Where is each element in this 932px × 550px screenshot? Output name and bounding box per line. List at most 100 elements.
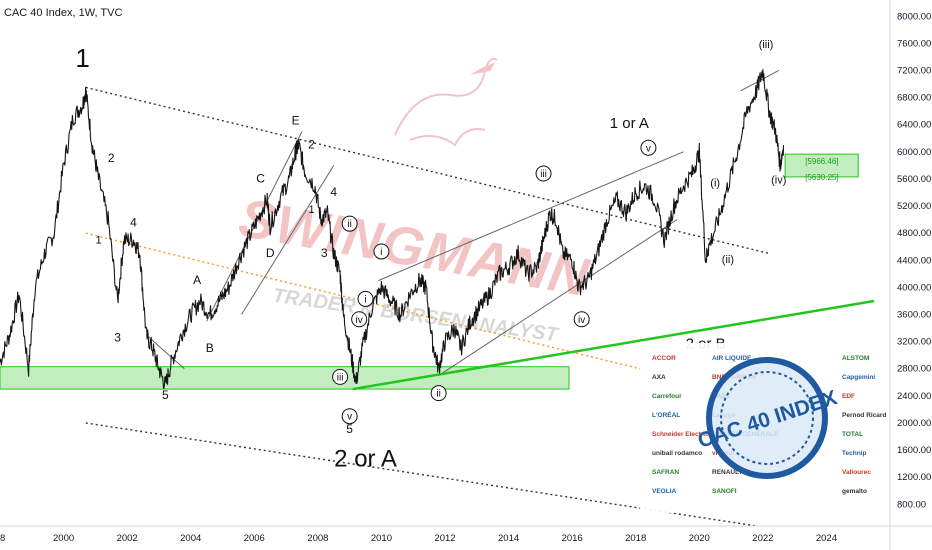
support-zone-1 [784,153,859,178]
channel-line-5 [438,219,678,376]
circled-wave-label-4: v [341,408,358,425]
y-tick-label-4400: 4400.00 [897,255,931,266]
wave-label-6: A [193,273,201,287]
circled-wave-text: ii [347,219,351,230]
company-logo-text-21: VEOLIA [652,488,677,495]
y-tick-label-1600: 1600.00 [897,445,931,456]
zone-top-label: [5966.46] [805,157,838,166]
wave-circle [332,368,349,385]
circled-wave-label-9: v [640,139,657,156]
wave-label-0: 1 [75,43,89,73]
circled-wave-label-8: iv [573,311,590,328]
support-zone-0 [0,366,570,390]
wave-label-10: E [292,114,300,128]
x-tick-label-2016: 2016 [562,533,583,544]
circled-wave-label-2: iii [332,368,349,385]
circled-wave-text: ii [436,389,440,400]
company-logo-text-8: EDF [842,393,855,400]
wave-label-11: 2 [308,137,315,151]
wave-circle [357,290,374,307]
y-tick-label-6800: 6800.00 [897,93,931,104]
circled-wave-text: iv [356,315,363,326]
company-logo-text-14: TOTAL [842,431,863,438]
wave-label-19: (i) [710,177,720,189]
x-tick-label-98: 98 [0,533,5,544]
circled-wave-label-0: i [357,290,374,307]
circled-wave-text: iii [337,372,344,383]
company-logo-text-23: gemalto [842,488,867,495]
wave-label-5: 5 [162,388,169,402]
wave-label-21: (iii) [759,39,774,51]
circled-wave-text: iv [578,315,585,326]
company-logo-text-18: SAFRAN [652,469,679,476]
x-tick-label-2004: 2004 [180,533,201,544]
y-axis: 800.00 1200.00 1600.00 2000.00 2400.00 2800.0… [889,0,931,550]
channel-line-0 [85,86,770,255]
company-logo-text-15: unibail rodamco [652,450,702,457]
wave-circle [573,311,590,328]
wave-label-20: (ii) [722,254,734,266]
wave-label-15: 5 [346,422,353,436]
y-tick-label-4800: 4800.00 [897,228,931,239]
wave-circle [341,215,358,232]
green-trendline [352,299,875,391]
wave-label-1: 2 [108,151,115,165]
circled-wave-label-6: ii [430,385,447,402]
circled-wave-text: v [347,412,352,423]
company-logo-text-0: ACCOR [652,355,676,362]
circled-wave-label-7: iii [535,165,552,182]
x-tick-label-2014: 2014 [498,533,519,544]
stamp-outer-ring [706,357,828,479]
wave-circle [640,139,657,156]
zone-bottom-label: [5630.25] [805,173,838,182]
company-logo-text-3: AXA [652,374,666,381]
company-logo-text-2: ALSTOM [842,355,869,362]
price-series-line [0,69,785,389]
y-tick-label-6400: 6400.00 [897,120,931,131]
y-tick-label-5600: 5600.00 [897,174,931,185]
y-tick-label-2400: 2400.00 [897,391,931,402]
x-tick-label-2000: 2000 [53,533,74,544]
company-logo-text-12: Schneider Electric [652,431,709,438]
x-tick-label-2012: 2012 [434,533,455,544]
wave-label-16: 2 or A [334,445,397,472]
x-tick-label-2018: 2018 [625,533,646,544]
x-axis: 98 2000 2002 2004 2006 2008 2010 2012 2014 2016 20… [0,525,932,544]
x-tick-label-2002: 2002 [117,533,138,544]
y-tick-label-1200: 1200.00 [897,472,931,483]
channel-line-3 [241,165,335,315]
company-logo-text-9: L'ORÉAL [652,410,680,419]
wave-label-4: 3 [114,331,121,345]
y-tick-label-2000: 2000.00 [897,418,931,429]
company-logo-text-6: Carrefour [652,393,682,400]
x-tick-label-2020: 2020 [689,533,710,544]
wave-label-22: (iv) [771,175,786,187]
watermark-devil-tail [470,63,495,75]
y-tick-label-6000: 6000.00 [897,147,931,158]
company-logo-text-19: RENAULT [712,469,743,476]
circled-wave-label-3: iv [351,311,368,328]
y-tick-label-800: 800.00 [897,499,926,510]
wave-label-2: 1 [95,234,101,246]
y-tick-label-2800: 2800.00 [897,364,931,375]
wave-label-12: 1 [308,204,314,216]
wave-label-9: D [266,246,275,260]
x-tick-label-2010: 2010 [371,533,392,544]
y-tick-label-8000: 8000.00 [897,11,931,22]
wave-label-17: 1 or A [610,115,649,132]
circled-wave-label-5: i [373,243,390,260]
wave-label-13: 4 [330,185,337,199]
y-tick-label-7200: 7200.00 [897,65,931,76]
wave-circle [535,165,552,182]
circled-wave-text: i [364,294,366,305]
y-tick-label-3600: 3600.00 [897,310,931,321]
wave-circle [351,311,368,328]
company-logo-text-17: Technip [842,450,866,457]
wave-label-8: C [256,171,265,185]
wave-circle [430,385,447,402]
y-tick-label-3200: 3200.00 [897,337,931,348]
